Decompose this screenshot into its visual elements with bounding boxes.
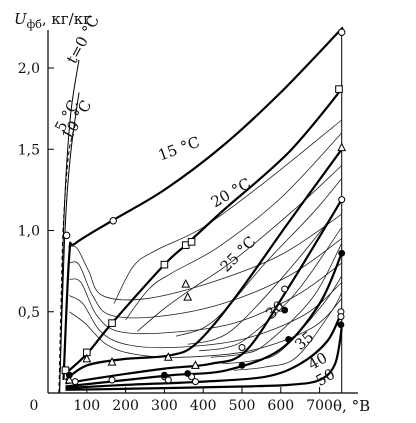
thin-isotherm-line bbox=[69, 238, 342, 319]
thin-isotherms bbox=[68, 119, 343, 371]
series-line-5-C bbox=[59, 92, 80, 394]
x-axis-title: θ, °B bbox=[333, 397, 370, 415]
axes: 0 100 200 300 400 500 600 700 0,5 1,0 1,5 2,0 Uфб, к… bbox=[14, 10, 370, 415]
thin-isotherm-line bbox=[125, 132, 342, 321]
triangle-marker bbox=[107, 357, 117, 366]
open-circle-marker bbox=[108, 376, 116, 384]
x-tick-label: 500 bbox=[229, 398, 256, 414]
triangle-marker bbox=[64, 374, 74, 384]
square-marker bbox=[187, 238, 196, 246]
triangle-marker bbox=[191, 360, 200, 369]
x-tick-label: 200 bbox=[112, 398, 139, 414]
x-tick-label: 100 bbox=[73, 398, 100, 414]
thin-isotherm-line bbox=[210, 243, 343, 358]
dot-marker bbox=[161, 371, 168, 379]
thin-isotherm-line bbox=[199, 227, 343, 352]
square-marker bbox=[335, 85, 343, 93]
x-tick-label: 0 bbox=[30, 398, 39, 414]
circle-marker bbox=[62, 231, 71, 240]
thin-isotherm-line bbox=[187, 197, 343, 345]
thin-isotherm-line bbox=[68, 213, 342, 301]
dot-marker bbox=[184, 370, 192, 377]
x-tick-label: 400 bbox=[190, 398, 217, 414]
isotherm-label: 20 °C bbox=[208, 174, 254, 211]
series-line-10-C bbox=[58, 124, 76, 394]
thin-isotherm-line bbox=[113, 119, 342, 304]
y-axis-title: Uфб, кг/кг bbox=[14, 10, 91, 31]
square-marker bbox=[160, 260, 169, 269]
isotherm-label: 15 °C bbox=[156, 133, 202, 165]
isotherm-series bbox=[58, 26, 344, 394]
isotherm-label: 25 °C bbox=[217, 233, 260, 276]
open-circle-marker bbox=[281, 285, 289, 293]
series-line-40 bbox=[65, 311, 343, 390]
triangle-marker bbox=[183, 292, 193, 301]
y-axis-title-units: , кг/кг bbox=[42, 10, 91, 28]
isotherm-label: 35 bbox=[291, 328, 317, 354]
square-marker bbox=[108, 319, 116, 327]
triangle-marker bbox=[337, 142, 347, 152]
circle-marker bbox=[109, 217, 117, 225]
open-circle-marker bbox=[337, 313, 345, 321]
open-circle-marker bbox=[338, 196, 346, 204]
series-line-50 bbox=[65, 327, 343, 391]
y-tick-label: 2,0 bbox=[18, 61, 40, 77]
series-line-25-C bbox=[64, 148, 343, 381]
isotherm-label: 30 bbox=[262, 297, 288, 323]
dot-marker bbox=[238, 361, 246, 369]
triangle-marker bbox=[82, 353, 92, 363]
dot-marker bbox=[337, 321, 345, 329]
open-circle-marker bbox=[164, 376, 172, 384]
triangle-marker bbox=[163, 352, 173, 361]
y-tick-label: 1,0 bbox=[18, 224, 40, 240]
dot-marker bbox=[338, 249, 346, 257]
y-axis-title-subscript: фб bbox=[27, 18, 43, 31]
series-line-15-C bbox=[62, 26, 344, 381]
x-tick-label: 600 bbox=[267, 398, 294, 414]
y-tick-label: 0,5 bbox=[18, 305, 40, 321]
dot-marker bbox=[281, 306, 289, 314]
x-tick-label: 300 bbox=[151, 398, 178, 414]
circle-marker bbox=[338, 28, 346, 36]
data-markers bbox=[61, 28, 347, 386]
dot-marker bbox=[65, 371, 73, 379]
dot-marker bbox=[285, 335, 292, 343]
thin-isotherm-line bbox=[222, 275, 343, 365]
series-line-30 bbox=[65, 199, 343, 385]
square-marker bbox=[61, 366, 70, 375]
triangle-marker bbox=[181, 279, 191, 288]
thin-isotherm-line bbox=[69, 282, 342, 349]
y-tick-label: 1,5 bbox=[18, 142, 40, 158]
x-tick-label: 700 bbox=[306, 398, 333, 414]
thin-isotherm-line bbox=[136, 165, 342, 332]
open-circle-marker bbox=[71, 378, 79, 386]
open-circle-marker bbox=[191, 378, 199, 386]
series-line-20-C bbox=[64, 88, 343, 375]
open-circle-marker bbox=[238, 344, 246, 351]
thin-isotherm-line bbox=[234, 292, 343, 371]
thin-isotherm-line bbox=[175, 178, 343, 337]
y-axis-title-symbol: U bbox=[14, 10, 28, 28]
series-line-35 bbox=[65, 252, 343, 388]
